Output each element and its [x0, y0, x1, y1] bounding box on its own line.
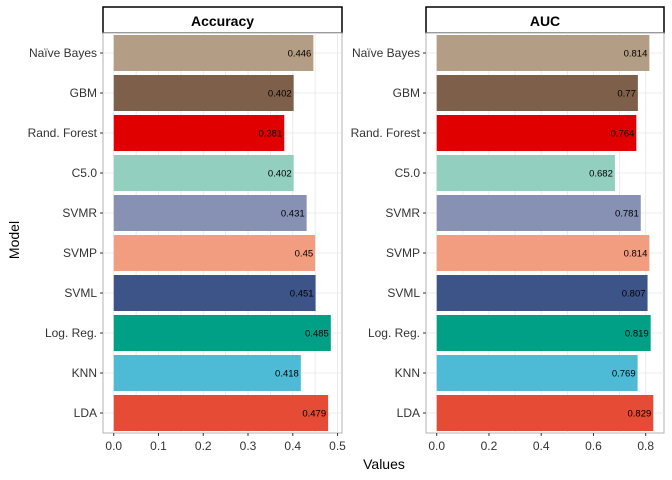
y-tick-label: KNN: [72, 366, 97, 380]
bar-svmp: [113, 235, 316, 271]
y-tick-label: Rand. Forest: [28, 126, 98, 140]
bar-value-label: 0.819: [625, 329, 649, 340]
bar-c5-0: [113, 155, 294, 191]
x-tick-label: 0.2: [481, 439, 498, 453]
bar-value-label: 0.479: [302, 409, 326, 420]
bar-value-label: 0.451: [290, 289, 314, 300]
bar-value-label: 0.402: [268, 89, 292, 100]
bar-value-label: 0.807: [622, 289, 646, 300]
bar-value-label: 0.446: [288, 49, 312, 60]
bar-gbm: [113, 75, 294, 111]
bar-value-label: 0.764: [611, 129, 635, 140]
y-tick-label: SVML: [387, 286, 420, 300]
y-tick-label: SVMP: [386, 246, 420, 260]
y-tick-label: Naïve Bayes: [29, 46, 97, 60]
x-tick-label: 0.1: [150, 439, 167, 453]
bar-svmp: [436, 235, 650, 271]
y-tick-label: Log. Reg.: [368, 326, 420, 340]
y-tick-label: Log. Reg.: [45, 326, 97, 340]
y-tick-label: Naïve Bayes: [352, 46, 420, 60]
y-tick-label: LDA: [397, 406, 420, 420]
bar-value-label: 0.381: [258, 129, 282, 140]
x-tick-label: 0.3: [240, 439, 257, 453]
bar-value-label: 0.431: [281, 209, 305, 220]
x-tick-label: 0.8: [637, 439, 654, 453]
y-tick-label: LDA: [74, 406, 97, 420]
y-tick-label: KNN: [395, 366, 420, 380]
bar-svmr: [436, 195, 641, 231]
y-axis-title: Model: [6, 221, 22, 259]
panel-accuracy: Accuracy 0.446 Naïve Bayes 0.402 GBM 0.381 Ran…: [28, 6, 346, 453]
y-tick-label: GBM: [70, 86, 97, 100]
bar-rand-forest: [436, 115, 637, 151]
bar-value-label: 0.45: [295, 249, 314, 260]
bar-value-label: 0.814: [624, 249, 648, 260]
y-tick-label: GBM: [393, 86, 420, 100]
x-tick-label: 0.4: [533, 439, 550, 453]
bar-log-reg: [113, 315, 331, 351]
panel-title: AUC: [530, 13, 560, 29]
y-tick-label: Rand. Forest: [351, 126, 421, 140]
bar-svmr: [113, 195, 307, 231]
bar-value-label: 0.402: [268, 169, 292, 180]
y-tick-label: SVMP: [63, 246, 97, 260]
panel-title: Accuracy: [191, 13, 254, 29]
y-tick-label: C5.0: [72, 166, 98, 180]
panel-strip: [425, 6, 665, 34]
bar-svml: [436, 275, 648, 311]
bar-lda: [113, 395, 329, 431]
y-tick-label: SVML: [64, 286, 97, 300]
bar-value-label: 0.814: [624, 49, 648, 60]
bar-value-label: 0.418: [275, 369, 299, 380]
bar-naive-bayes: [113, 35, 314, 71]
bar-value-label: 0.682: [589, 169, 613, 180]
x-tick-label: 0.0: [428, 439, 445, 453]
bar-rand-forest: [113, 115, 285, 151]
bar-svml: [113, 275, 316, 311]
bar-naive-bayes: [436, 35, 650, 71]
x-tick-label: 0.6: [585, 439, 602, 453]
chart-panels: Accuracy 0.446 Naïve Bayes 0.402 GBM 0.381 Ran…: [28, 6, 665, 453]
y-tick-label: SVMR: [62, 206, 97, 220]
bar-gbm: [436, 75, 638, 111]
bar-value-label: 0.485: [305, 329, 329, 340]
bar-knn: [436, 355, 638, 391]
bar-value-label: 0.77: [617, 89, 636, 100]
panel-auc: AUC 0.814 Naïve Bayes 0.77 GBM 0.764 Rand. For…: [351, 6, 665, 453]
x-tick-label: 0.4: [284, 439, 301, 453]
bar-log-reg: [436, 315, 651, 351]
bar-c5-0: [436, 155, 615, 191]
y-tick-label: C5.0: [395, 166, 421, 180]
bar-lda: [436, 395, 654, 431]
x-tick-label: 0.5: [329, 439, 346, 453]
x-tick-label: 0.0: [105, 439, 122, 453]
bar-value-label: 0.829: [628, 409, 652, 420]
bar-knn: [113, 355, 301, 391]
panel-strip: [102, 6, 343, 34]
bar-value-label: 0.769: [612, 369, 636, 380]
x-axis-title: Values: [363, 456, 405, 472]
x-tick-label: 0.2: [195, 439, 212, 453]
bar-value-label: 0.781: [615, 209, 639, 220]
y-tick-label: SVMR: [385, 206, 420, 220]
